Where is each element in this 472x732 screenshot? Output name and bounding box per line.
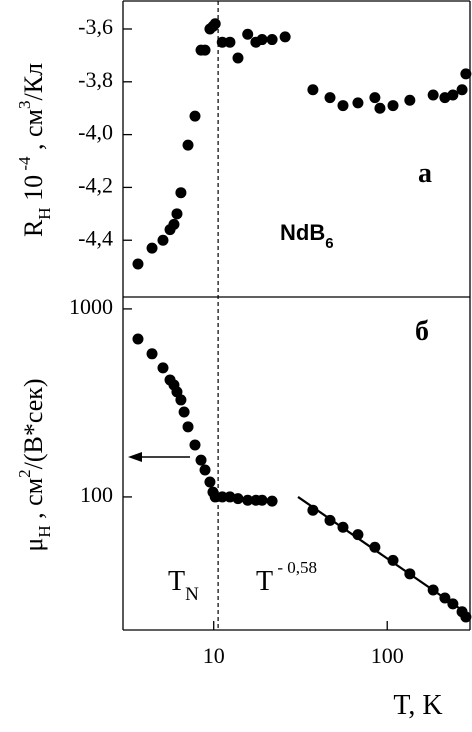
data-point [199, 464, 211, 476]
data-point [447, 598, 459, 610]
annotation: NdB6 [280, 220, 334, 252]
data-point [216, 491, 228, 503]
data-point [242, 28, 254, 40]
data-point [307, 504, 319, 516]
data-point [146, 242, 158, 254]
data-point [182, 421, 194, 433]
y-axis-label: μH , см2/(В*сек) [15, 378, 54, 551]
y-tick-label: 1000 [69, 294, 113, 319]
y-tick-label: -4,2 [78, 172, 113, 197]
panel-label: б [415, 316, 429, 347]
panel-label: а [418, 158, 432, 189]
y-tick-label: -4,0 [78, 120, 113, 145]
data-point [146, 348, 158, 360]
data-point [266, 34, 278, 46]
data-point [157, 362, 169, 374]
data-point [189, 439, 201, 451]
data-point [337, 100, 349, 112]
data-point [132, 258, 144, 270]
data-point [168, 218, 180, 230]
data-point [182, 139, 194, 151]
data-point [266, 495, 278, 507]
data-point [171, 208, 183, 220]
y-tick-label: -3,8 [78, 67, 113, 92]
data-point [204, 476, 216, 488]
data-point [157, 234, 169, 246]
data-point [404, 94, 416, 106]
data-point [242, 494, 254, 506]
data-point [175, 394, 187, 406]
data-point [387, 100, 399, 112]
x-tick-label: 100 [371, 643, 404, 668]
y-tick-label: -4,4 [78, 225, 113, 250]
y-tick-label: -3,6 [78, 14, 113, 39]
data-point [224, 36, 236, 48]
data-point [209, 18, 221, 30]
data-point [175, 187, 187, 199]
data-point [132, 333, 144, 345]
data-point [324, 92, 336, 104]
data-point [178, 406, 190, 418]
annotation: TN [168, 566, 199, 605]
data-point [439, 592, 451, 604]
data-point [189, 110, 201, 122]
data-point [447, 89, 459, 101]
data-point [387, 554, 399, 566]
data-point [427, 584, 439, 596]
data-point [195, 454, 207, 466]
data-point [352, 97, 364, 109]
data-point [352, 529, 364, 541]
data-point [324, 514, 336, 526]
arrow-head [128, 452, 142, 462]
data-point [369, 541, 381, 553]
data-point [307, 84, 319, 96]
data-point [256, 494, 268, 506]
y-tick-label: 100 [80, 482, 113, 507]
data-point [427, 89, 439, 101]
x-axis-label: T, K [393, 690, 442, 721]
data-point [232, 52, 244, 64]
data-point [460, 68, 472, 80]
data-point [199, 44, 211, 56]
data-point [279, 31, 291, 43]
data-point [374, 102, 386, 114]
data-point [369, 92, 381, 104]
data-point [232, 493, 244, 505]
data-point [337, 521, 349, 533]
data-point [216, 36, 228, 48]
data-point [256, 34, 268, 46]
data-point [460, 611, 472, 623]
x-tick-label: 10 [203, 643, 225, 668]
data-point [456, 84, 468, 96]
annotation: T - 0,58 [256, 558, 317, 597]
data-point [404, 568, 416, 580]
y-axis-label: RH 10 -4 , см3/Кл [15, 63, 54, 237]
